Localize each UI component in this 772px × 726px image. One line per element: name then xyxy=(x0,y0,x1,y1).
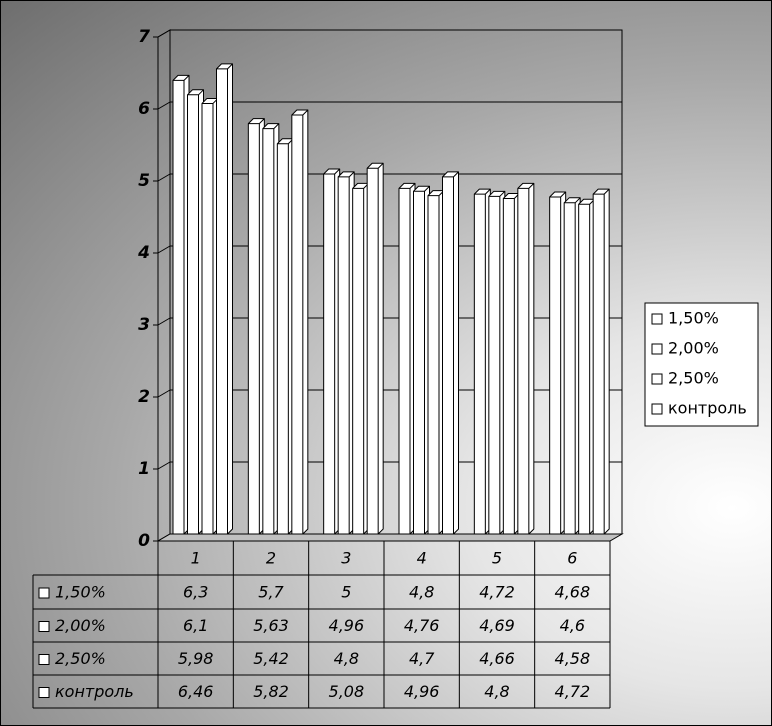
bar xyxy=(473,188,491,535)
y-tick-label: 7 xyxy=(138,27,150,47)
table-cell: 5 xyxy=(341,583,351,602)
x-tick-label: 5 xyxy=(492,549,502,568)
bar xyxy=(201,97,219,535)
legend-key xyxy=(38,654,50,665)
grid-line-side xyxy=(157,245,171,254)
bar xyxy=(502,192,520,535)
bar xyxy=(398,182,416,535)
legend-label: 2,00% xyxy=(668,339,719,358)
bar xyxy=(488,190,506,535)
table-cell: 5,08 xyxy=(329,682,365,701)
bar xyxy=(517,182,535,535)
table-cell: 6,46 xyxy=(178,682,214,701)
grid-line-side xyxy=(157,317,171,326)
bar xyxy=(216,63,233,535)
bar xyxy=(247,118,265,535)
bar xyxy=(262,123,280,535)
grid-line-side xyxy=(157,173,171,182)
bar xyxy=(366,162,384,535)
bar xyxy=(413,185,430,535)
legend-key xyxy=(38,687,50,698)
bar xyxy=(592,188,610,535)
x-tick-label: 6 xyxy=(567,549,577,568)
x-tick-label: 1 xyxy=(191,549,201,568)
y-tick-label: 1 xyxy=(138,459,150,479)
bar xyxy=(187,89,204,535)
x-tick-label: 3 xyxy=(341,549,351,568)
bar xyxy=(427,190,445,535)
table-cell: 4,96 xyxy=(404,682,440,701)
grid-line-side xyxy=(157,389,171,398)
y-tick-label: 4 xyxy=(137,243,150,263)
grid-line-side xyxy=(157,461,171,470)
legend-box xyxy=(644,302,759,427)
legend-key xyxy=(651,373,663,385)
table-cell: 4,58 xyxy=(555,649,591,668)
table-cell: 5,7 xyxy=(258,583,284,602)
table-cell: 4,8 xyxy=(484,682,509,701)
table-cell: 5,98 xyxy=(178,649,214,668)
table-cell: 4,72 xyxy=(479,583,515,602)
y-tick-label: 3 xyxy=(138,315,150,335)
table-cell: 4,8 xyxy=(409,583,434,602)
legend-key xyxy=(651,403,663,415)
legend-label: 2,50% xyxy=(668,369,719,388)
floor xyxy=(156,533,624,542)
table-cell: 5,63 xyxy=(253,616,289,635)
table-cell: 4,8 xyxy=(334,649,359,668)
table-row-header: контроль xyxy=(55,682,134,701)
bar xyxy=(337,171,355,535)
table-cell: 4,66 xyxy=(479,649,515,668)
grid-line-side xyxy=(157,29,171,38)
legend-label: контроль xyxy=(668,399,747,418)
legend-key xyxy=(38,621,50,632)
table-cell: 4,76 xyxy=(404,616,440,635)
table-cell: 4,72 xyxy=(555,682,591,701)
y-tick-label: 6 xyxy=(138,99,150,119)
side-wall xyxy=(157,29,171,542)
bar xyxy=(323,168,341,535)
bar xyxy=(578,198,596,535)
x-tick-label: 4 xyxy=(417,549,427,568)
legend-key xyxy=(651,313,663,325)
table-cell: 6,3 xyxy=(183,583,208,602)
table-cell: 4,68 xyxy=(555,583,591,602)
x-tick-label: 2 xyxy=(266,549,276,568)
bar xyxy=(291,109,309,535)
bar xyxy=(352,182,370,535)
legend-key xyxy=(651,343,663,355)
table-cell: 4,7 xyxy=(409,649,435,668)
y-tick-label: 5 xyxy=(138,171,150,191)
table-row-header: 2,00% xyxy=(55,616,106,635)
table-row-header: 2,50% xyxy=(55,649,106,668)
table-cell: 4,69 xyxy=(479,616,515,635)
bar xyxy=(442,171,459,535)
y-tick-label: 0 xyxy=(138,531,150,551)
legend-key xyxy=(38,587,50,599)
bar xyxy=(549,191,567,535)
bar xyxy=(276,138,294,535)
table-cell: 4,96 xyxy=(329,616,365,635)
table-row-header: 1,50% xyxy=(55,583,106,602)
table-cell: 5,42 xyxy=(253,649,289,668)
table-cell: 6,1 xyxy=(183,616,208,635)
y-tick-label: 2 xyxy=(138,387,150,407)
table-cell: 5,82 xyxy=(253,682,289,701)
grid-line-side xyxy=(157,101,171,110)
bar xyxy=(172,74,190,535)
bar xyxy=(563,197,581,535)
table-cell: 4,6 xyxy=(560,616,585,635)
legend-label: 1,50% xyxy=(668,309,719,328)
